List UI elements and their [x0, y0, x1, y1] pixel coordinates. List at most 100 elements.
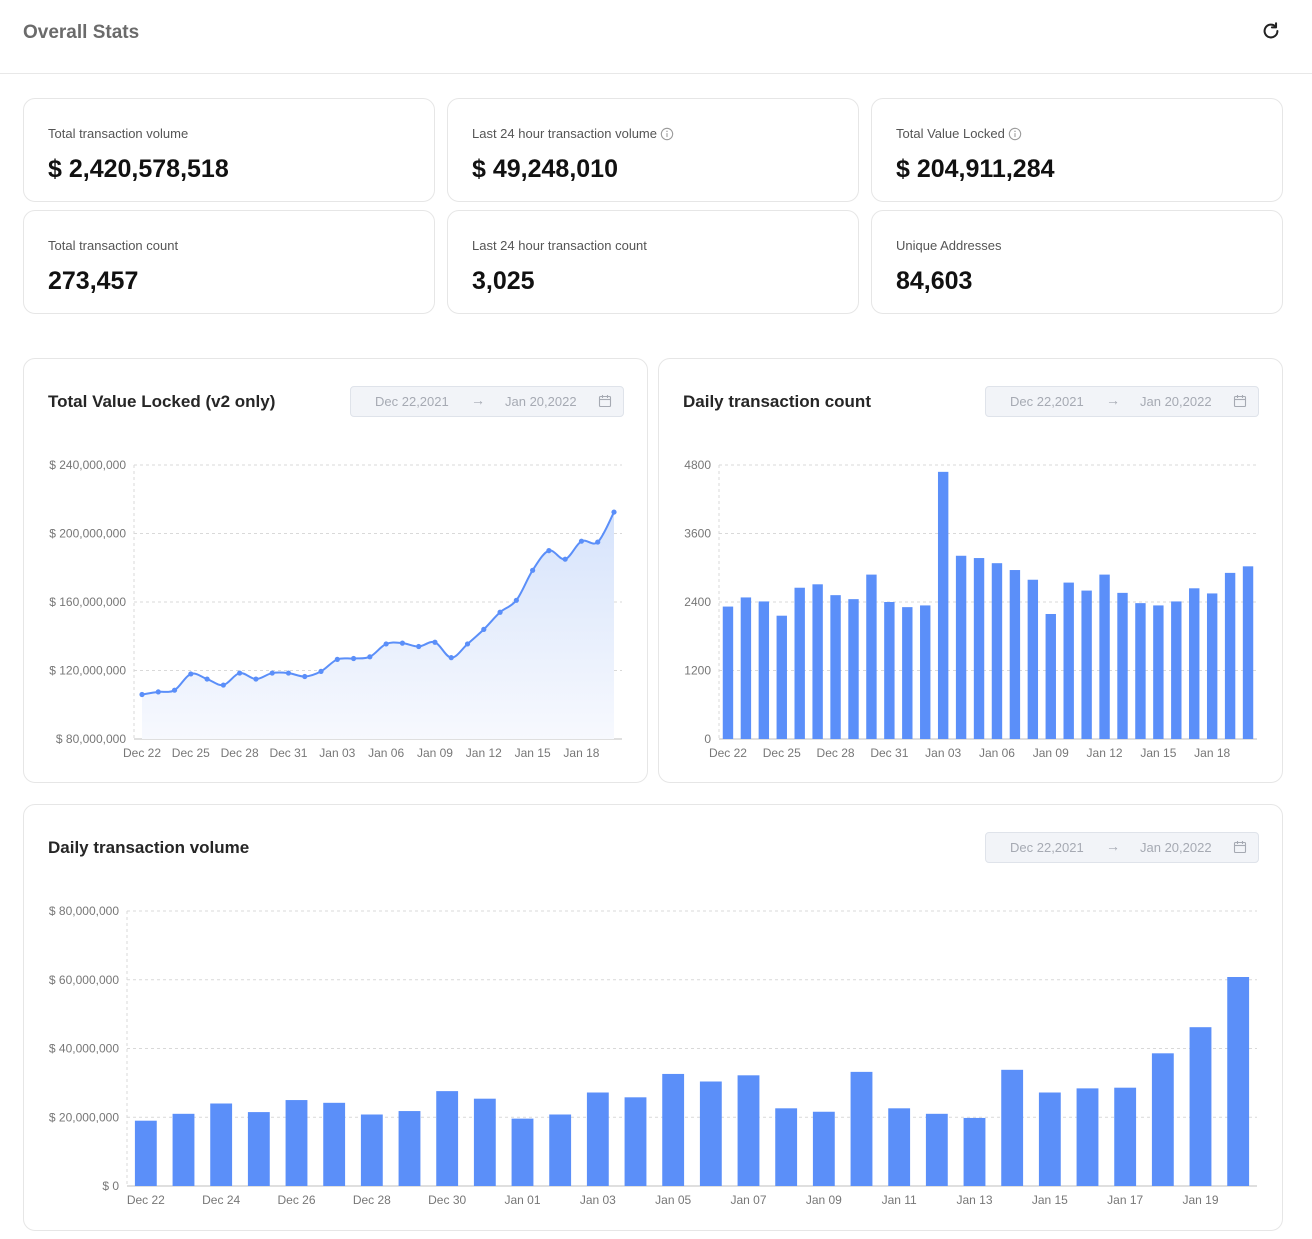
data-point: [448, 655, 454, 661]
range-start[interactable]: Dec 22,2021: [375, 394, 449, 409]
bar: [963, 1117, 986, 1186]
stat-value: 273,457: [48, 267, 139, 295]
chart-card-tvl: Total Value Locked (v2 only) Dec 22,2021…: [23, 358, 648, 783]
bar: [134, 1120, 157, 1186]
bar: [436, 1091, 459, 1186]
data-point: [562, 556, 568, 562]
bar: [360, 1114, 383, 1186]
bar: [1063, 582, 1074, 739]
x-tick-label: Dec 22: [709, 746, 747, 760]
date-range-picker[interactable]: Dec 22,2021 → Jan 20,2022: [350, 386, 624, 417]
bar: [1027, 579, 1039, 739]
page-header: Overall Stats: [0, 0, 1312, 74]
x-tick-label: Dec 31: [269, 746, 307, 760]
bar: [1114, 1087, 1137, 1186]
range-end[interactable]: Jan 20,2022: [1140, 840, 1212, 855]
info-icon[interactable]: [660, 127, 674, 141]
bar: [888, 1108, 911, 1186]
calendar-icon[interactable]: [598, 394, 612, 408]
stat-card-24h-volume: Last 24 hour transaction volume $ 49,248…: [447, 98, 859, 202]
y-tick-label: 1200: [684, 664, 711, 678]
data-point: [318, 668, 324, 674]
data-point: [155, 689, 161, 695]
x-tick-label: Jan 17: [1107, 1193, 1143, 1207]
bar: [991, 563, 1003, 739]
bar: [1117, 592, 1128, 739]
calendar-icon[interactable]: [1233, 394, 1247, 408]
bar: [1135, 603, 1146, 739]
data-point: [546, 548, 552, 554]
range-start[interactable]: Dec 22,2021: [1010, 840, 1084, 855]
y-tick-label: $ 60,000,000: [49, 973, 119, 987]
data-point: [611, 509, 617, 515]
range-end[interactable]: Jan 20,2022: [1140, 394, 1212, 409]
x-tick-label: Dec 22: [123, 746, 161, 760]
y-tick-label: $ 240,000,000: [49, 458, 126, 472]
y-tick-label: 2400: [684, 595, 711, 609]
bar: [1081, 590, 1092, 739]
bar: [830, 595, 841, 739]
data-point: [204, 676, 210, 682]
x-tick-label: Jan 12: [466, 746, 502, 760]
arrow-right-icon: →: [1106, 392, 1120, 408]
bar: [758, 601, 770, 739]
data-point: [237, 670, 243, 676]
stat-label: Total transaction count: [48, 238, 179, 253]
area-fill: [142, 512, 614, 739]
x-tick-label: Dec 30: [428, 1193, 466, 1207]
x-tick-label: Jan 15: [515, 746, 551, 760]
bar: [1045, 613, 1056, 739]
x-tick-label: Jan 07: [730, 1193, 766, 1207]
arrow-right-icon: →: [471, 392, 485, 408]
data-point: [464, 641, 471, 647]
bar: [775, 1108, 798, 1186]
date-range-picker[interactable]: Dec 22,2021 → Jan 20,2022: [985, 832, 1259, 863]
range-end[interactable]: Jan 20,2022: [505, 394, 577, 409]
x-tick-label: Dec 25: [763, 746, 801, 760]
daily-volume-bar-chart: $ 0 $ 20,000,000 $ 40,000,000 $ 60,000,000 $…: [49, 904, 1257, 1207]
stat-value: 3,025: [472, 267, 535, 295]
chart-card-daily-count: Daily transaction count Dec 22,2021 → Ja…: [658, 358, 1283, 783]
bar: [1171, 601, 1182, 739]
bar: [848, 599, 859, 739]
chart-title: Daily transaction count: [683, 392, 871, 411]
data-point: [302, 673, 308, 680]
stat-value: $ 49,248,010: [472, 155, 618, 183]
bar: [740, 597, 752, 739]
bar: [1038, 1092, 1061, 1186]
bar: [1206, 593, 1218, 739]
bar: [1001, 1069, 1024, 1186]
bar: [511, 1118, 534, 1186]
stat-label: Last 24 hour transaction volume: [472, 126, 674, 141]
date-range-picker[interactable]: Dec 22,2021 → Jan 20,2022: [985, 386, 1259, 417]
stat-label: Unique Addresses: [896, 238, 1002, 253]
bar: [323, 1102, 346, 1186]
x-tick-label: Jan 01: [504, 1193, 540, 1207]
data-point: [220, 682, 226, 688]
data-point: [530, 567, 536, 573]
y-tick-label: $ 120,000,000: [49, 664, 126, 678]
x-tick-label: Jan 03: [580, 1193, 616, 1207]
data-point: [253, 676, 259, 682]
y-tick-label: $ 20,000,000: [49, 1110, 119, 1124]
bar: [1009, 570, 1021, 739]
stat-card-total-volume: Total transaction volume $ 2,420,578,518: [23, 98, 435, 202]
x-tick-label: Jan 06: [979, 746, 1015, 760]
bar: [1242, 566, 1254, 739]
x-tick-label: Dec 28: [353, 1193, 391, 1207]
bar: [973, 558, 985, 739]
bar: [925, 1113, 948, 1186]
y-tick-label: $ 80,000,000: [56, 732, 126, 746]
range-start[interactable]: Dec 22,2021: [1010, 394, 1084, 409]
refresh-icon[interactable]: [1260, 20, 1282, 42]
data-point: [578, 538, 585, 544]
x-tick-label: Jan 19: [1182, 1193, 1218, 1207]
info-icon[interactable]: [1008, 127, 1022, 141]
calendar-icon[interactable]: [1233, 840, 1247, 854]
bar: [850, 1071, 873, 1186]
data-point: [269, 670, 275, 676]
bar: [866, 574, 877, 739]
bar: [586, 1092, 609, 1186]
data-point: [350, 655, 357, 662]
bar: [812, 1111, 835, 1186]
